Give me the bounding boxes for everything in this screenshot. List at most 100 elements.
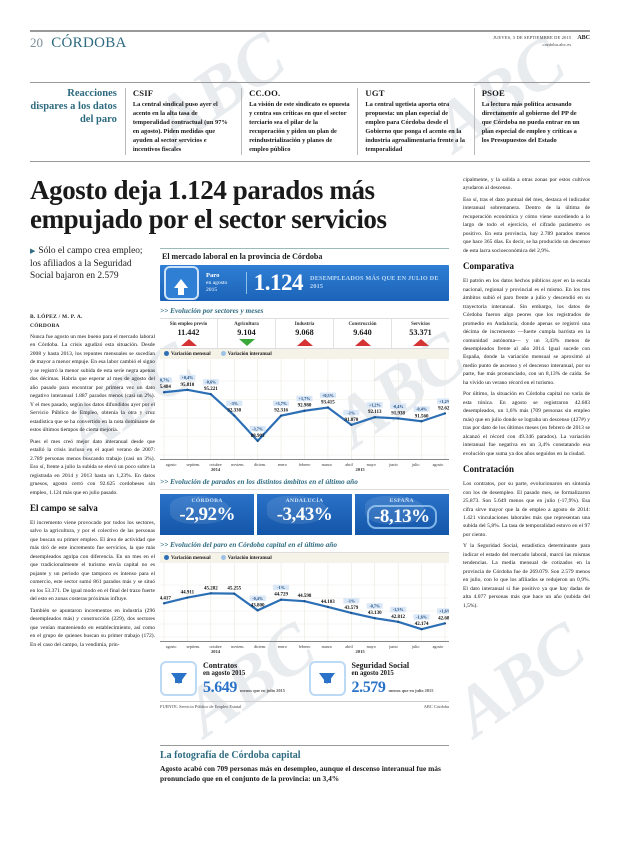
sector-value: 11.442: [177, 328, 200, 337]
box-value: 2.579: [351, 678, 386, 696]
axis-tick-label: enero: [277, 461, 287, 467]
axis-year-label: 2015: [355, 648, 365, 654]
paragraph: cipalmente, y la salida a otras zonas po…: [463, 177, 590, 192]
deck-text: Sólo el campo crea empleo; los afiliados…: [30, 246, 143, 281]
reaction-text: La central sindical puso ayer el acento …: [132, 101, 228, 154]
sector-value: 9.640: [353, 328, 372, 337]
axis-tick-label: octubre: [209, 643, 222, 649]
section-title-ambitos: >> Evolución de parados en los distintos…: [160, 472, 449, 490]
infographic-title: El mercado laboral en la provincia de Có…: [162, 252, 323, 261]
svg-text:+0,4%: +0,4%: [182, 375, 194, 380]
sector-item: Agricultura 9.104: [217, 319, 275, 348]
credit-text: ABC Córdoba: [423, 703, 449, 709]
axis-tick-label: febrero: [298, 461, 311, 467]
reaction-ugt: UGT La central ugetista aporta otra prop…: [357, 88, 473, 155]
sector-value: 9.068: [295, 328, 314, 337]
svg-text:92.113: 92.113: [368, 410, 382, 415]
box-title: Contratos: [203, 660, 238, 670]
ambito-region: ESPAÑA: [389, 497, 414, 504]
sector-value: 53.371: [409, 328, 432, 337]
svg-text:43.579: 43.579: [344, 606, 358, 611]
feature-title: La fotografía de Córdoba capital: [160, 750, 301, 761]
box-sub: en agosto 2015: [203, 670, 246, 678]
svg-text:42.174: 42.174: [415, 623, 429, 628]
chart-legend: Variación mensual Variación interanual: [160, 349, 449, 359]
sector-name: Agricultura: [234, 322, 259, 327]
svg-text:91.560: 91.560: [415, 414, 429, 419]
paragraph: También se apuntaron incrementos en indu…: [30, 607, 155, 648]
svg-text:+1,7%: +1,7%: [299, 396, 311, 401]
svg-text:92.625: 92.625: [438, 406, 449, 411]
svg-text:-0,7%: -0,7%: [160, 378, 169, 383]
svg-text:44.729: 44.729: [274, 593, 288, 598]
box-contratos: Contratos en agosto 2015 5.649 menos que…: [160, 661, 301, 697]
svg-text:92.316: 92.316: [274, 409, 288, 414]
svg-text:+1,2%: +1,2%: [369, 403, 381, 408]
axis-tick-label: enero: [277, 643, 287, 649]
svg-text:+1,6%: +1,6%: [439, 609, 449, 614]
section-title-capital: >> Evolución del paro en Córdoba capital…: [160, 535, 449, 554]
paragraph: El patrón en los datos hechos públicos a…: [463, 278, 590, 386]
axis-tick-label: abril: [345, 461, 353, 467]
reaction-text: La central ugetista aporta otra propuest…: [365, 101, 465, 154]
reaction-text: La visión de este sindicato es opuesta y…: [249, 101, 350, 154]
axis-tick-label: noviem.: [231, 461, 245, 467]
ambito-andalucia: ANDALUCÍA -3,43%: [257, 493, 352, 536]
chart1-xaxis: agosto septiem. octubre noviem. diciem. enero…: [160, 459, 449, 467]
sector-item: Servicios 53.371: [391, 319, 449, 348]
svg-text:-3%: -3%: [230, 401, 238, 406]
reaction-text: La lectura más política acusando directa…: [481, 101, 580, 145]
banner-label: Paro en agosto 2015: [205, 271, 247, 295]
byline-author: B. LÓPEZ / M. P. A.: [30, 314, 83, 320]
legend-label: Variación mensual: [171, 556, 211, 562]
svg-text:-0,7%: -0,7%: [369, 604, 380, 609]
paragraph: Y la Seguridad Social, estadística deter…: [463, 543, 590, 609]
sector-value: 9.104: [237, 328, 256, 337]
chart2-svg: 44.417 44.911 45.282 45.255 43.800 -0,4% 44.72…: [157, 563, 453, 642]
reaction-name: PSOE: [481, 88, 505, 98]
axis-tick-label: agosto: [432, 643, 444, 649]
website-url[interactable]: cordoba.abc.es: [542, 41, 572, 47]
body-column-left: Nunca fue agosto un mes bueno para el me…: [30, 333, 155, 652]
article-headline: Agosto deja 1.124 parados más empujado p…: [30, 175, 387, 235]
legend-item-mensual: Variación mensual: [164, 351, 211, 357]
chart2-xaxis: agosto septiem. octubre noviem. diciem. enero…: [160, 641, 449, 649]
bullet-triangle-icon: ▶: [30, 247, 36, 255]
sector-item: Sin empleo previo 11.442: [160, 319, 217, 348]
box-title: Seguridad Social: [351, 660, 410, 670]
svg-text:95.810: 95.810: [181, 383, 195, 388]
chart1-years: 2014 2015: [160, 467, 449, 472]
axis-tick-label: mayo: [366, 461, 376, 467]
axis-tick-label: noviem.: [231, 643, 245, 649]
svg-text:-3,7%: -3,7%: [252, 426, 263, 431]
trend-down-icon: [238, 339, 255, 346]
box-caption: menos que en julio 2015: [388, 687, 434, 693]
axis-tick-label: octubre: [209, 461, 222, 467]
capital-line-chart: 44.417 44.911 45.282 45.255 43.800 -0,4% 44.72…: [157, 563, 453, 642]
svg-text:95.484: 95.484: [160, 385, 171, 390]
svg-text:+0,5%: +0,5%: [322, 393, 334, 398]
paragraph: Los contratos, por su parte, evolucionar…: [463, 481, 590, 538]
ambito-cordoba: CÓRDOBA -2,92%: [160, 493, 255, 536]
trend-up-icon: [180, 339, 197, 346]
reaction-ccoo: CC.OO. La visión de este sindicato es op…: [241, 88, 357, 155]
axis-tick-label: septiem.: [186, 643, 201, 649]
legend-item-interanual: Variación interanual: [220, 555, 272, 562]
banner-label-text: Paro: [205, 271, 220, 279]
axis-tick-label: junio: [389, 643, 398, 649]
svg-text:95.221: 95.221: [204, 387, 218, 392]
axis-tick-label: febrero: [298, 643, 311, 649]
svg-text:92.980: 92.980: [298, 404, 312, 409]
legend-label: Variación interanual: [227, 556, 272, 562]
box-sub: en agosto 2015: [351, 670, 394, 678]
reaction-csif: CSIF La central sindical puso ayer el ac…: [124, 88, 241, 155]
section-title-sectores: >> Evolución por sectores y meses: [160, 301, 449, 319]
legend-item-interanual: Variación interanual: [220, 351, 272, 357]
svg-text:-1%: -1%: [347, 599, 355, 604]
axis-tick-label: mayo: [366, 643, 376, 649]
trend-up-icon: [296, 339, 313, 346]
infographic: El mercado laboral en la provincia de Có…: [156, 248, 453, 709]
watermark: ABC: [440, 607, 600, 752]
sector-item: Industria 9.068: [275, 319, 333, 348]
svg-text:45.282: 45.282: [204, 587, 218, 592]
